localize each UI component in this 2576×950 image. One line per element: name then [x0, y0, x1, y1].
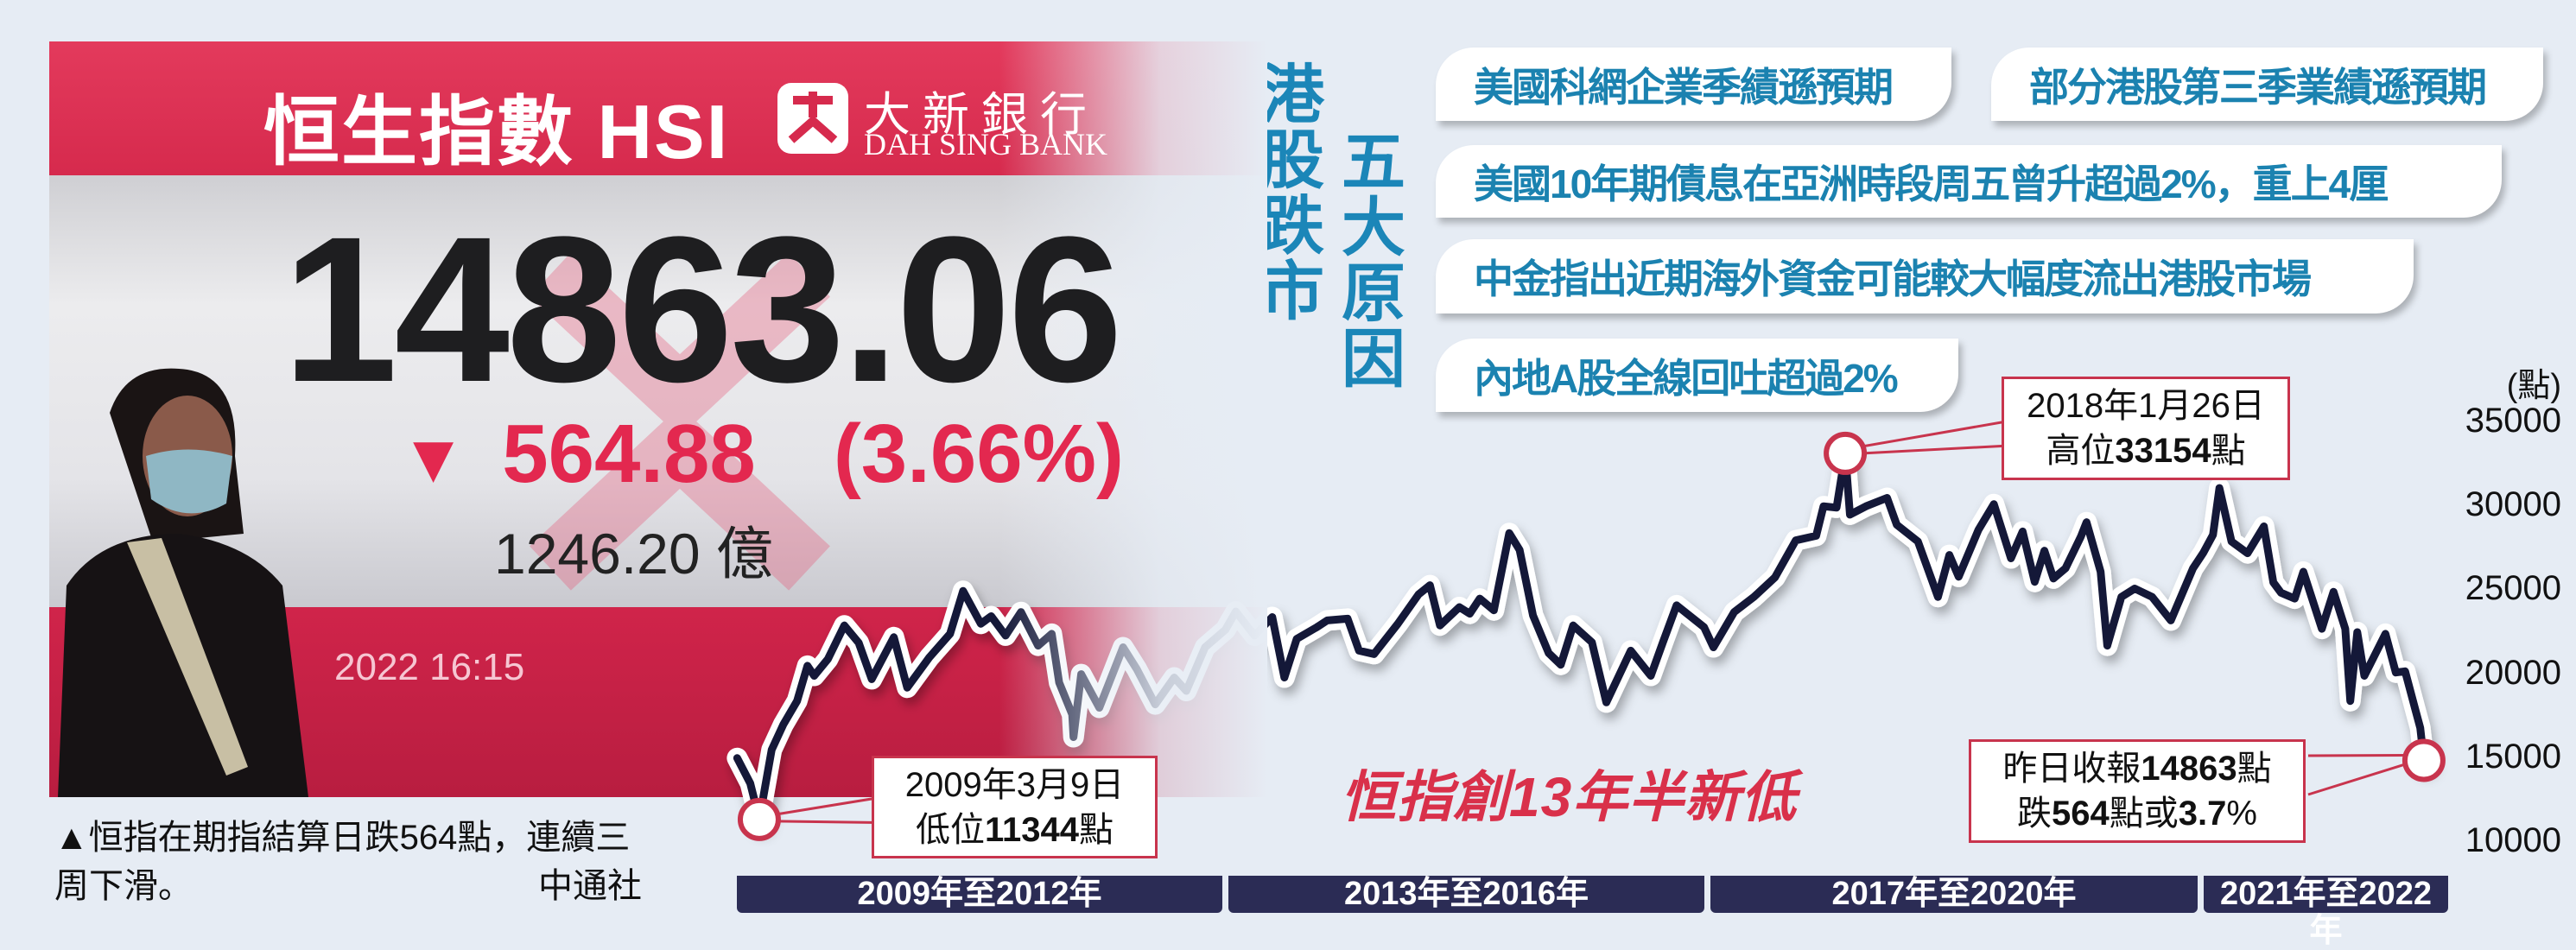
high-prefix: 高位	[2046, 432, 2115, 470]
high-marker	[1826, 434, 1864, 472]
high-annotation: 2018年1月26日 高位33154點	[2002, 377, 2290, 480]
photo-caption-block: ▲恒指在期指結算日跌564點，連續三周下滑。中通社	[54, 814, 642, 910]
x-band-2: 2013年至2016年	[1228, 876, 1704, 913]
x-band-4: 2021年至2022年	[2204, 876, 2448, 913]
drop-suffix: %	[2226, 795, 2257, 833]
low-prefix: 低位	[916, 811, 985, 849]
high-suffix: 點	[2211, 432, 2246, 470]
last-value: 14863	[2141, 750, 2237, 788]
y-tick-label: 30000	[2453, 485, 2561, 524]
reason-1: 美國科網企業季績遜預期	[1436, 48, 1951, 121]
last-leader-line	[2308, 755, 2407, 795]
down-arrow-icon: ▼	[399, 420, 467, 497]
high-date: 2018年1月26日	[2004, 383, 2287, 428]
y-tick-label: 35000	[2453, 402, 2561, 440]
drop-prefix: 跌	[2017, 795, 2052, 833]
photo-credit: 中通社	[538, 862, 642, 910]
drop-percent: 3.7	[2179, 795, 2227, 833]
drop-mid: 點或	[2110, 795, 2179, 833]
x-band-1: 2009年至2012年	[737, 876, 1222, 913]
pedestrian-figure	[49, 361, 326, 797]
y-tick-label: 20000	[2453, 654, 2561, 693]
turnover: 1246.20 億	[494, 525, 773, 582]
change-percent: (3.66%)	[834, 408, 1124, 500]
last-annotation: 昨日收報14863點 跌564點或3.7%	[1969, 739, 2306, 843]
low-marker	[740, 801, 778, 839]
y-tick-label: 25000	[2453, 569, 2561, 608]
news-photo: 恒生指數 HSI 大新銀行 DAH SING BANK 14863.06 ▼56…	[49, 41, 1267, 797]
reason-4: 中金指出近期海外資金可能較大幅度流出港股市場	[1436, 239, 2414, 314]
low-annotation: 2009年3月9日 低位11344點	[872, 756, 1158, 858]
x-band-3: 2017年至2020年	[1710, 876, 2198, 913]
board-title: 恒生指數 HSI	[263, 71, 729, 180]
title-line-1: 港股跌市	[1258, 62, 1327, 325]
low-value: 11344	[985, 811, 1079, 849]
y-axis-unit: (點)	[2453, 358, 2561, 406]
index-change: ▼564.88(3.66%)	[399, 413, 1124, 496]
bank-logo: 大新銀行 DAH SING BANK	[777, 76, 1088, 162]
reason-3: 美國10年期債息在亞洲時段周五曾升超過2%，重上4厘	[1436, 145, 2502, 218]
bank-name-en: DAH SING BANK	[864, 126, 1107, 162]
board-timestamp: 2022 16:15	[334, 646, 524, 689]
high-value: 33154	[2115, 432, 2211, 470]
title-line-2: 五大原因	[1339, 130, 1408, 392]
drop-points: 564	[2052, 795, 2110, 833]
y-tick-label: 15000	[2453, 738, 2561, 776]
y-tick-label: 10000	[2453, 821, 2561, 860]
bank-logo-icon	[777, 83, 848, 154]
low-date: 2009年3月9日	[874, 763, 1155, 808]
reason-2: 部分港股第三季業績遜預期	[1991, 48, 2543, 121]
reason-5: 內地A股全線回吐超過2%	[1436, 339, 1958, 412]
chart-headline: 恒指創13年半新低	[1341, 753, 1797, 833]
index-value: 14863.06	[282, 206, 1120, 413]
last-marker	[2405, 741, 2443, 779]
change-points: 564.88	[502, 408, 756, 500]
last-suffix: 點	[2237, 750, 2272, 788]
low-suffix: 點	[1079, 811, 1114, 849]
last-prefix: 昨日收報	[2002, 750, 2141, 788]
